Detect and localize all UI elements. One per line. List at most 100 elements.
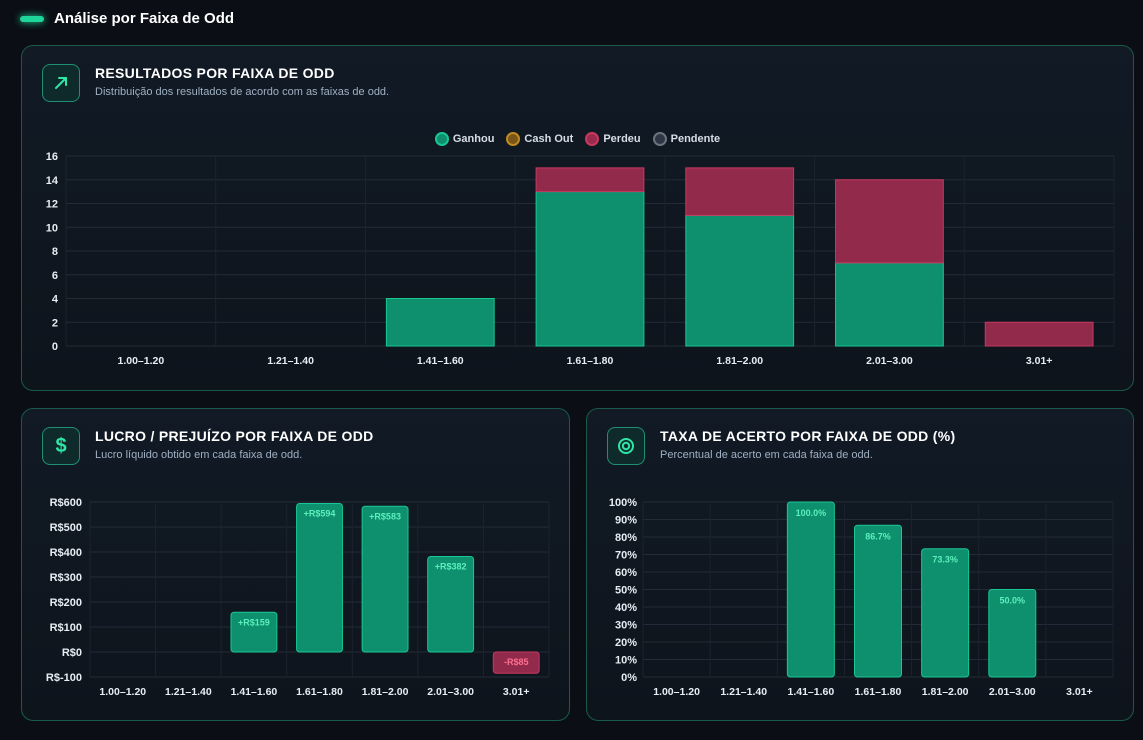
y-tick-label: R$0 <box>62 647 82 659</box>
profit-card: $ LUCRO / PREJUÍZO POR FAIXA DE ODD Lucr… <box>21 408 570 721</box>
x-tick-label: 1.81–2.00 <box>716 355 763 367</box>
y-tick-label: 0 <box>52 341 58 353</box>
bar-profit <box>492 651 540 674</box>
y-tick-label: R$-100 <box>46 672 82 684</box>
bar-ganhou <box>685 214 795 347</box>
x-tick-label: 2.01–3.00 <box>866 355 913 367</box>
x-tick-label: 1.81–2.00 <box>362 686 409 698</box>
bar-perdeu <box>984 321 1094 347</box>
y-tick-label: 40% <box>615 602 637 614</box>
legend-label: Pendente <box>670 133 721 145</box>
bar-ganhou <box>835 262 944 347</box>
data-label: 100.0% <box>796 508 827 518</box>
x-tick-label: 3.01+ <box>1066 686 1093 698</box>
bar-ganhou <box>385 298 495 347</box>
card-title: LUCRO / PREJUÍZO POR FAIXA DE ODD <box>95 428 374 444</box>
chart-legend: Ganhou Cash Out Perdeu Pendente <box>22 132 1133 146</box>
y-tick-label: 6 <box>52 270 58 282</box>
x-tick-label: 2.01–3.00 <box>989 686 1036 698</box>
x-tick-label: 1.21–1.40 <box>720 686 767 698</box>
y-tick-label: R$400 <box>50 547 82 559</box>
legend-swatch <box>652 132 667 146</box>
bar-profit <box>361 505 409 653</box>
data-label: +R$583 <box>369 511 401 521</box>
y-tick-label: 90% <box>615 515 637 527</box>
data-label: -R$85 <box>504 657 529 667</box>
x-tick-label: 1.21–1.40 <box>165 686 212 698</box>
bar-profit <box>230 611 278 653</box>
dollar-icon: $ <box>42 427 80 465</box>
bar-hit-rate <box>786 501 835 678</box>
card-subtitle: Distribuição dos resultados de acordo co… <box>95 86 390 98</box>
y-tick-label: 14 <box>46 175 59 187</box>
x-tick-label: 1.41–1.60 <box>417 355 464 367</box>
data-label: +R$382 <box>435 562 467 572</box>
legend-swatch <box>506 132 521 146</box>
x-tick-label: 1.41–1.60 <box>231 686 278 698</box>
legend-item-pendente[interactable]: Pendente <box>652 132 721 146</box>
profit-chart: R$-100 R$0 R$100 R$200 R$300 R$400 R$500 R$600 1… <box>46 497 550 698</box>
y-tick-label: 0% <box>621 672 637 684</box>
x-tick-label: 1.41–1.60 <box>787 686 834 698</box>
card-subtitle: Percentual de acerto em cada faixa de od… <box>660 449 873 461</box>
y-tick-label: R$200 <box>50 597 82 609</box>
y-tick-label: R$100 <box>50 622 82 634</box>
x-tick-label: 1.21–1.40 <box>267 355 314 367</box>
legend-label: Cash Out <box>524 133 574 145</box>
y-tick-label: 10% <box>615 655 637 667</box>
trending-up-icon <box>42 64 80 102</box>
y-tick-label: 8 <box>52 246 58 258</box>
bar-perdeu <box>535 167 645 193</box>
legend-label: Perdeu <box>603 133 641 145</box>
y-tick-label: R$300 <box>50 572 82 584</box>
y-tick-label: 10 <box>46 222 58 234</box>
card-subtitle: Lucro líquido obtido em cada faixa de od… <box>95 449 303 461</box>
x-tick-label: 1.61–1.80 <box>567 355 614 367</box>
results-chart: 0 2 4 6 8 10 12 14 16 1.00–1.20 1.21–1.40 1.41–1.60… <box>46 151 1115 367</box>
x-tick-label: 1.00–1.20 <box>117 355 164 367</box>
legend-item-ganhou[interactable]: Ganhou <box>434 132 495 146</box>
y-tick-label: R$600 <box>50 497 82 509</box>
x-tick-label: 3.01+ <box>1026 355 1053 367</box>
bar-perdeu <box>685 167 795 216</box>
target-icon <box>607 427 645 465</box>
x-tick-label: 1.61–1.80 <box>296 686 343 698</box>
data-label: 50.0% <box>1000 596 1026 606</box>
y-tick-label: 100% <box>609 497 637 509</box>
x-tick-label: 2.01–3.00 <box>427 686 474 698</box>
x-tick-label: 1.81–2.00 <box>922 686 969 698</box>
y-tick-label: 50% <box>615 585 637 597</box>
y-tick-label: 20% <box>615 637 637 649</box>
section-header: Análise por Faixa de Odd <box>20 10 234 27</box>
bar-hit-rate <box>988 589 1037 678</box>
legend-label: Ganhou <box>452 133 495 145</box>
bar-hit-rate <box>854 524 902 678</box>
bar-hit-rate <box>921 548 970 678</box>
x-tick-label: 1.61–1.80 <box>855 686 902 698</box>
data-label: 73.3% <box>932 555 958 565</box>
results-card: RESULTADOS POR FAIXA DE ODD Distribuição… <box>21 45 1134 391</box>
bar-ganhou <box>535 191 645 347</box>
bar-profit <box>296 503 343 653</box>
data-label: +R$594 <box>304 509 336 519</box>
legend-swatch <box>585 132 600 146</box>
data-label: +R$159 <box>238 617 270 627</box>
x-tick-label: 1.00–1.20 <box>653 686 700 698</box>
hit-rate-chart: 0% 10% 20% 30% 40% 50% 60% 70% 80% 90% 100% 1.00–1.… <box>609 497 1114 698</box>
y-tick-label: 80% <box>615 532 637 544</box>
y-tick-label: 4 <box>52 294 59 306</box>
y-tick-label: 60% <box>615 567 637 579</box>
y-tick-label: R$500 <box>50 522 82 534</box>
legend-swatch <box>434 132 449 146</box>
card-title: TAXA DE ACERTO POR FAIXA DE ODD (%) <box>660 428 956 444</box>
card-title: RESULTADOS POR FAIXA DE ODD <box>95 65 335 81</box>
section-accent-bar <box>20 15 44 22</box>
x-tick-label: 1.00–1.20 <box>99 686 146 698</box>
legend-item-perdeu[interactable]: Perdeu <box>585 132 641 146</box>
y-tick-label: 70% <box>615 550 637 562</box>
data-label: 86.7% <box>865 531 891 541</box>
y-tick-label: 16 <box>46 151 58 163</box>
hit-rate-card: TAXA DE ACERTO POR FAIXA DE ODD (%) Perc… <box>586 408 1134 721</box>
y-tick-label: 30% <box>615 620 637 632</box>
legend-item-cashout[interactable]: Cash Out <box>506 132 573 146</box>
